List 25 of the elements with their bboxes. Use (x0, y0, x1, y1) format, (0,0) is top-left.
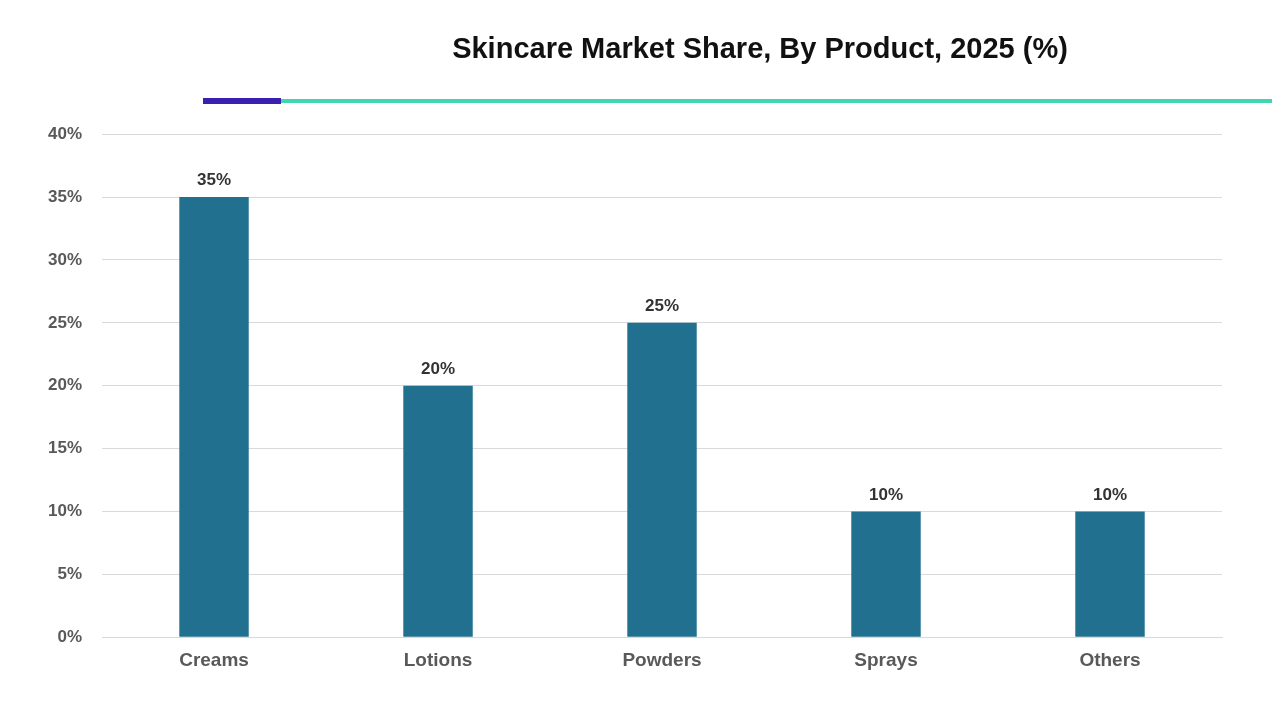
data-label: 25% (645, 296, 680, 316)
bar (179, 197, 249, 637)
bar (851, 511, 921, 637)
data-label: 10% (868, 484, 904, 504)
bar (403, 385, 473, 637)
bar (1075, 511, 1145, 637)
y-tick-label: 20% (47, 375, 83, 395)
y-tick-label: 40% (47, 123, 83, 143)
x-tick-label: Lotions (403, 648, 473, 670)
data-label: 35% (197, 170, 232, 190)
y-tick-label: 35% (47, 186, 83, 206)
y-tick-label: 10% (47, 501, 83, 521)
y-tick-label: 30% (47, 249, 83, 269)
x-tick-label: Powders (622, 648, 702, 670)
data-label: 20% (421, 358, 456, 378)
y-tick-label: 15% (47, 438, 83, 458)
chart-title: Skincare Market Share, By Product, 2025 (%) (452, 31, 1068, 65)
y-tick-label: 5% (57, 564, 83, 584)
x-tick-label: Creams (179, 648, 249, 670)
data-label: 10% (1092, 484, 1128, 504)
x-tick-label: Sprays (854, 648, 918, 670)
x-tick-label: Others (1079, 648, 1141, 670)
bar (627, 322, 697, 637)
y-tick-label: 0% (57, 626, 83, 646)
y-tick-label: 25% (47, 312, 83, 332)
